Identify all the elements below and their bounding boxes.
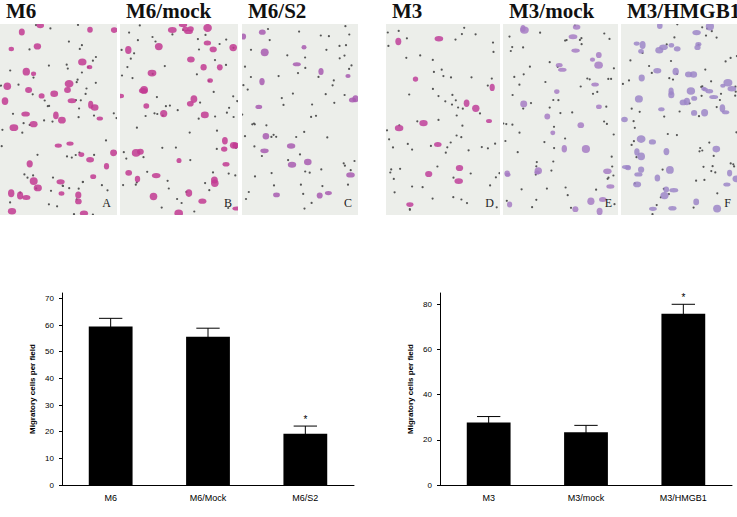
html-text:A: A <box>102 196 111 210</box>
svg-text:M6/S2: M6/S2 <box>292 493 318 503</box>
html-text:M6/mock: M6/mock <box>126 0 212 23</box>
html-text:D: D <box>485 196 494 210</box>
svg-text:M3/HMGB1: M3/HMGB1 <box>660 493 707 503</box>
svg-text:40: 40 <box>423 390 432 399</box>
svg-text:60: 60 <box>423 345 432 354</box>
svg-text:0: 0 <box>428 481 433 490</box>
svg-text:M6: M6 <box>104 493 117 503</box>
svg-text:0: 0 <box>50 481 55 490</box>
svg-text:60: 60 <box>45 321 54 330</box>
svg-text:M3: M3 <box>482 493 495 503</box>
svg-text:Migratory cells per field: Migratory cells per field <box>28 344 37 434</box>
svg-text:80: 80 <box>423 300 432 309</box>
html-text:M6/S2: M6/S2 <box>248 0 307 23</box>
html-text:M6: M6 <box>6 0 37 23</box>
html-text:F: F <box>724 196 731 210</box>
svg-text:M6/Mock: M6/Mock <box>190 493 227 503</box>
svg-text:40: 40 <box>45 374 54 383</box>
svg-text:30: 30 <box>45 401 54 410</box>
html-text:E: E <box>604 196 612 210</box>
svg-text:*: * <box>303 414 307 425</box>
svg-text:70: 70 <box>45 294 54 303</box>
svg-text:20: 20 <box>423 435 432 444</box>
svg-text:20: 20 <box>45 427 54 436</box>
svg-text:10: 10 <box>45 454 54 463</box>
svg-text:Migratory cells per field: Migratory cells per field <box>406 344 415 434</box>
html-text:C: C <box>344 196 352 210</box>
svg-text:*: * <box>681 292 685 303</box>
html-text:M3/mock: M3/mock <box>509 0 595 23</box>
svg-text:50: 50 <box>45 347 54 356</box>
html-text:M3: M3 <box>392 0 423 23</box>
html-text:B: B <box>224 196 232 210</box>
svg-text:M3/mock: M3/mock <box>568 493 605 503</box>
